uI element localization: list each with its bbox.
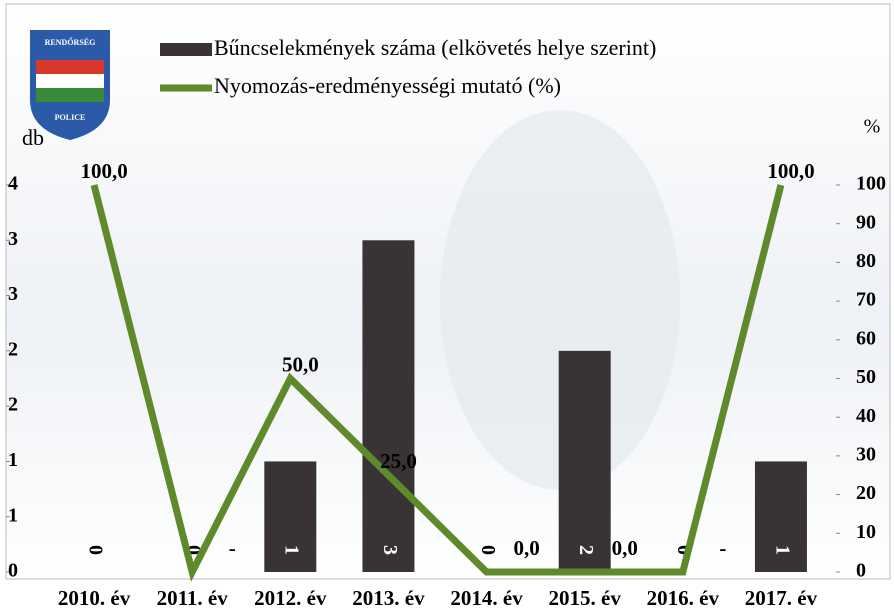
bar: [754, 461, 807, 572]
y2-axis-title: %: [864, 116, 881, 138]
y-tick-label: 2: [8, 394, 18, 416]
x-tick-label: 2015. év: [549, 586, 622, 610]
line-value-label: 100,0: [767, 159, 814, 183]
y-axis-title: db: [22, 125, 44, 150]
x-tick-label: 2013. év: [352, 586, 425, 610]
bar: [558, 350, 611, 572]
y-tick-label: 1: [8, 504, 18, 526]
bar: [264, 461, 317, 572]
logo-text: POLICE: [55, 113, 86, 122]
bar-value-label: 0: [477, 545, 499, 555]
x-tick-label: 2014. év: [450, 586, 523, 610]
y-tick-label: 4: [8, 173, 18, 195]
legend-label: Nyomozás-eredményességi mutató (%): [214, 73, 561, 98]
logo-band: [36, 88, 104, 102]
y-tick-label: 2: [8, 338, 18, 360]
x-tick-label: 2016. év: [647, 586, 720, 610]
bar-value-label: 0: [84, 545, 106, 555]
x-tick-label: 2011. év: [157, 586, 229, 610]
bar-value-label: 3: [379, 545, 401, 555]
y2-tick-label: 20: [856, 482, 876, 504]
y2-tick-label: 100: [856, 173, 886, 195]
logo: RENDŐRSÉG POLICE: [30, 30, 110, 140]
line-value-label: 50,0: [282, 352, 319, 376]
logo-band: [36, 74, 104, 88]
y2-tick-label: 40: [856, 405, 876, 427]
y2-tick-label: 50: [856, 366, 876, 388]
legend-label: Bűncselekmények száma (elkövetés helye s…: [214, 35, 656, 60]
line-value-label: -: [719, 536, 726, 560]
background-building: [440, 110, 680, 490]
legend-swatch: [160, 43, 212, 56]
y2-tick-label: 10: [856, 521, 876, 543]
line-value-label: 0,0: [513, 536, 539, 560]
y2-tick-label: 0: [856, 560, 866, 582]
x-tick-label: 2012. év: [254, 586, 327, 610]
y2-tick-label: 60: [856, 327, 876, 349]
y2-tick-label: 90: [856, 211, 876, 233]
x-tick-label: 2010. év: [58, 586, 131, 610]
bar-value-label: 1: [281, 545, 303, 555]
y2-tick-label: 70: [856, 289, 876, 311]
line-value-label: 25,0: [380, 449, 417, 473]
bar-value-label: 2: [575, 545, 597, 555]
bar-value-label: 0: [183, 545, 205, 555]
x-tick-label: 2017. év: [745, 586, 818, 610]
logo-band: [36, 60, 104, 74]
y-tick-label: 1: [8, 449, 18, 471]
line-value-label: 100,0: [80, 159, 127, 183]
y-tick-label: 3: [8, 228, 18, 250]
y-tick-label: 3: [8, 283, 18, 305]
y-tick-label: 0: [8, 560, 18, 582]
y2-tick-label: 30: [856, 443, 876, 465]
bar-value-label: 0: [673, 545, 695, 555]
logo-text: RENDŐRSÉG: [45, 37, 96, 47]
line: [90, 184, 785, 582]
bar: [362, 240, 415, 573]
line-value-label: 0,0: [612, 536, 638, 560]
line-value-label: -: [229, 536, 236, 560]
bar-value-label: 1: [771, 545, 793, 555]
y2-tick-label: 80: [856, 250, 876, 272]
